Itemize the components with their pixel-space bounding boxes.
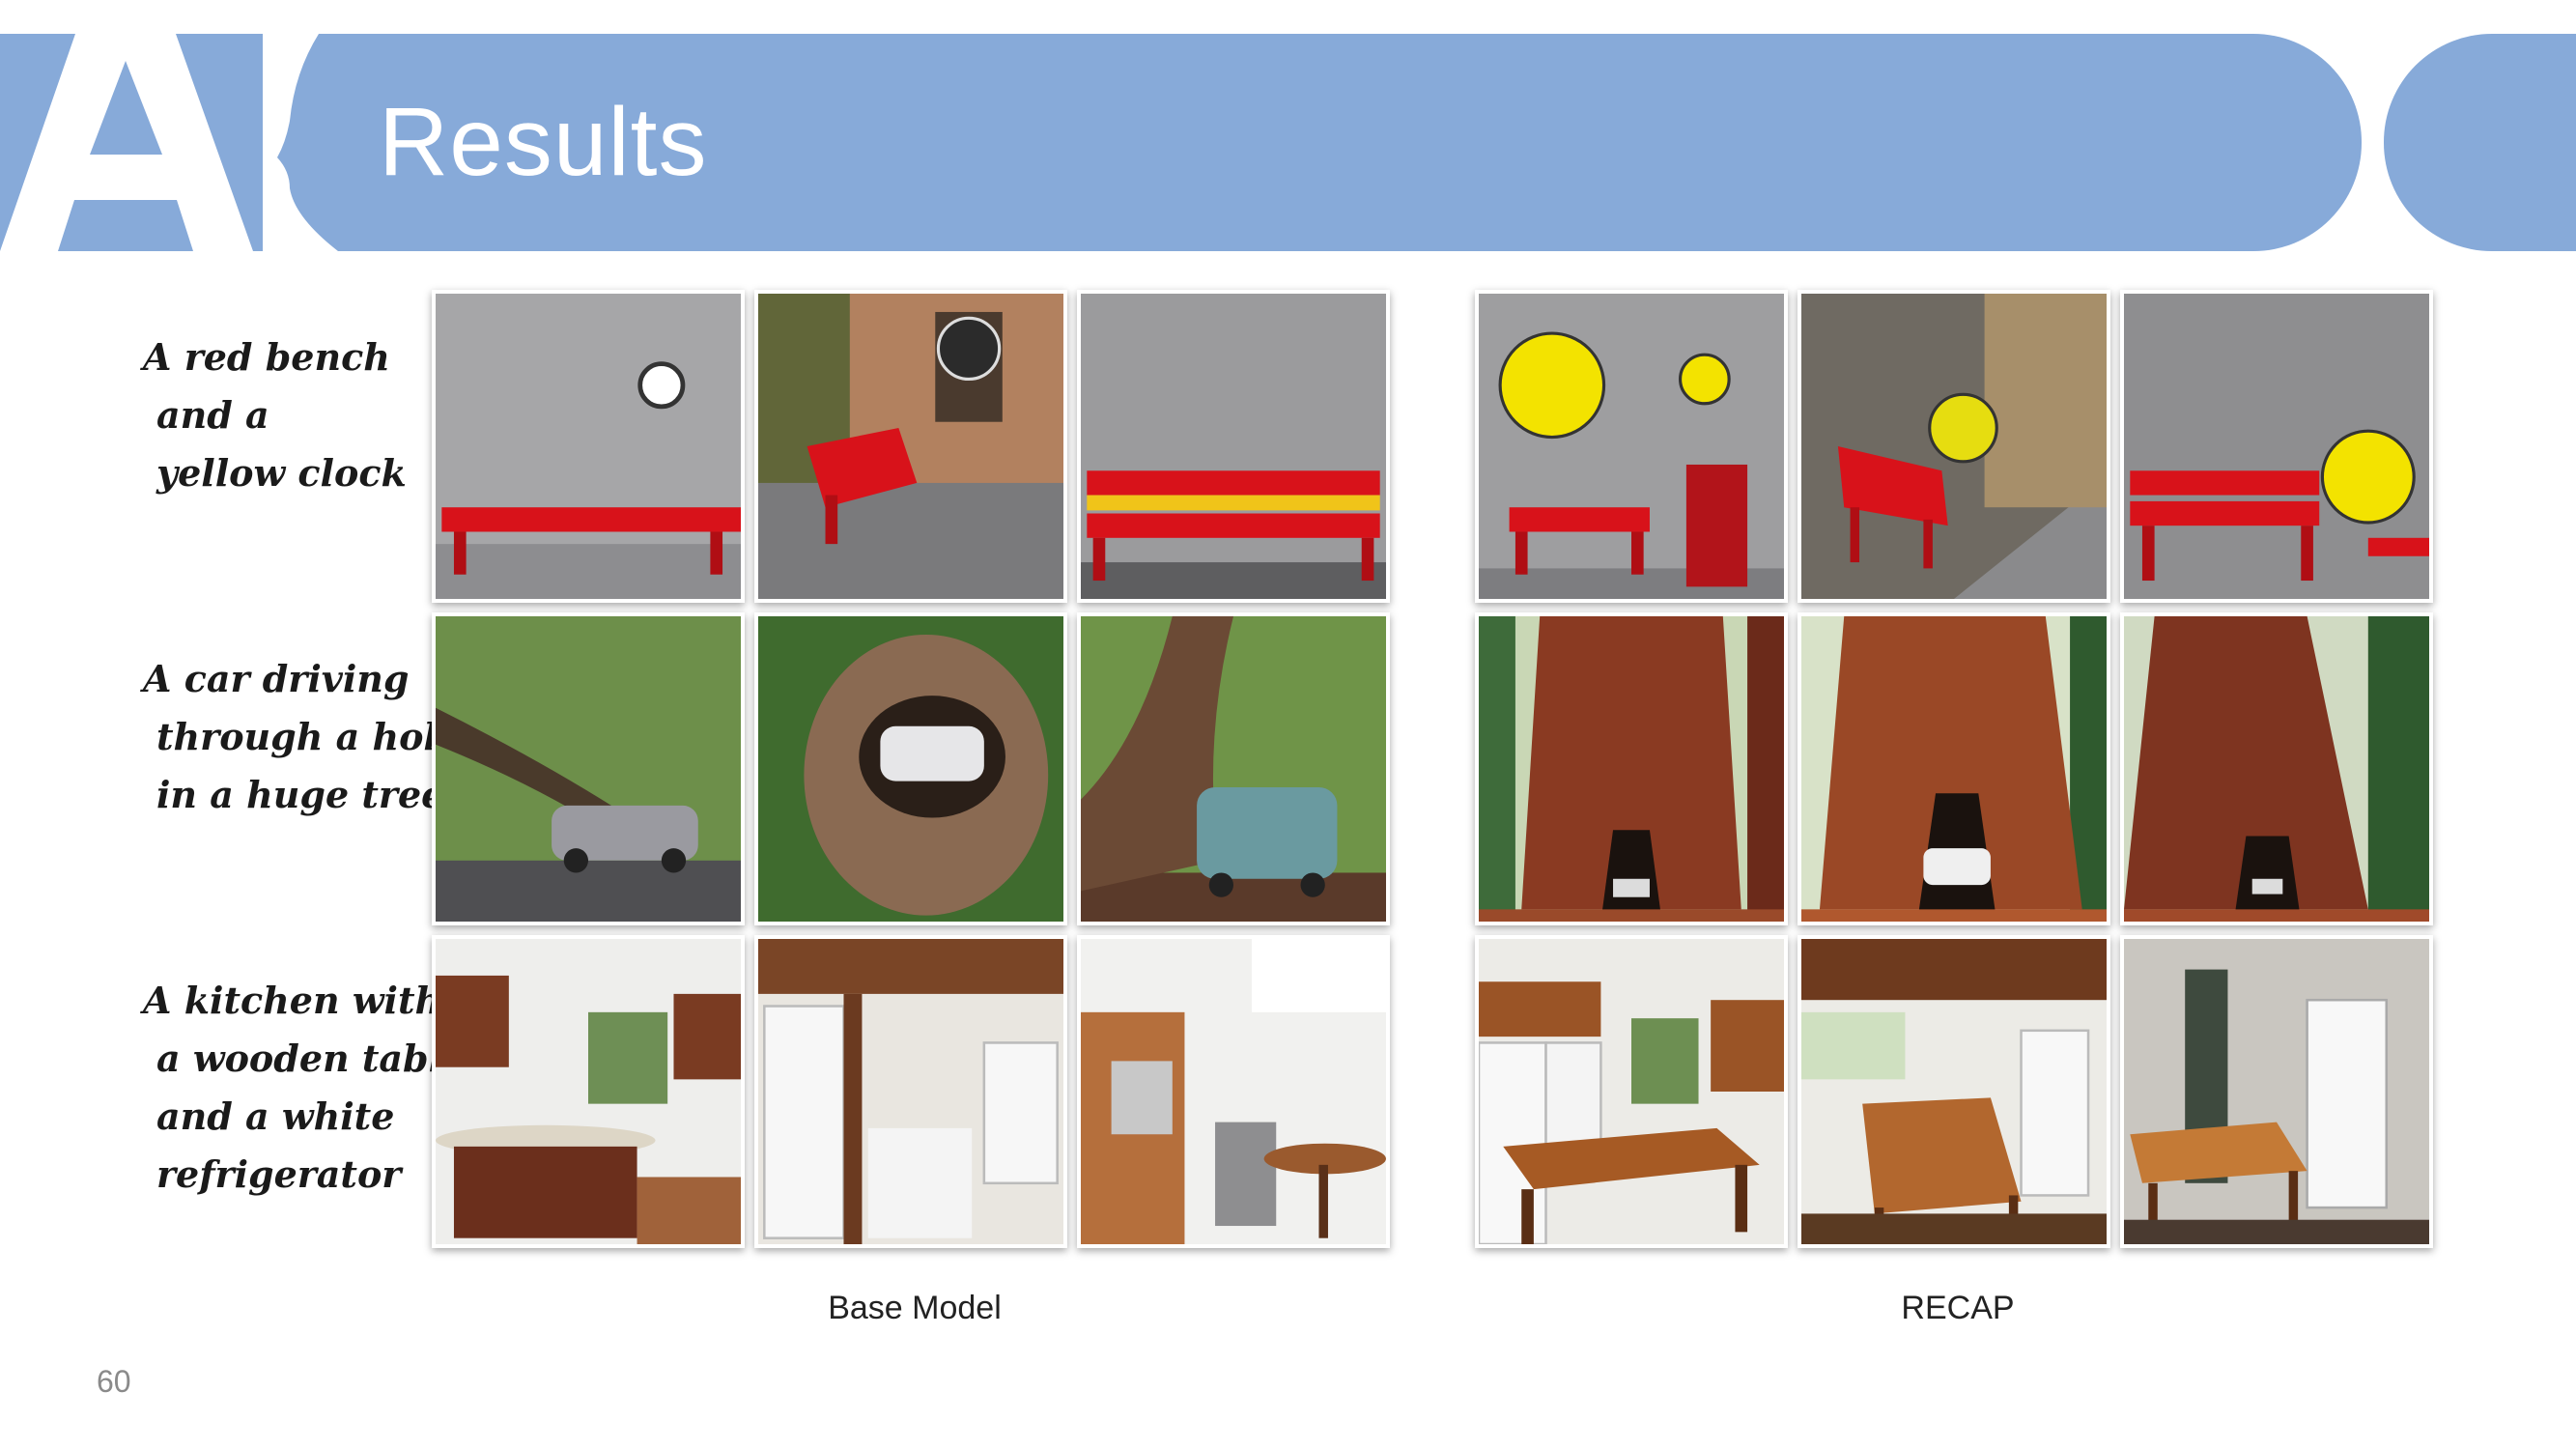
prompt-line: A kitchen with xyxy=(143,979,442,1022)
recap-image-bench-1 xyxy=(1475,290,1788,603)
recap-image-bench-3 xyxy=(2120,290,2433,603)
title-bar-cap xyxy=(2384,34,2576,251)
base-image-car-2 xyxy=(754,612,1067,925)
prompt-line: refrigerator xyxy=(156,1152,402,1196)
base-image-car-1 xyxy=(432,612,745,925)
recap-image-kitchen-2 xyxy=(1798,935,2110,1248)
prompt-line: in a huge tree xyxy=(156,773,445,816)
slide-title: Results xyxy=(379,88,708,196)
prompt-line: yellow clock xyxy=(156,451,407,495)
recap-image-kitchen-1 xyxy=(1475,935,1788,1248)
caption-base-model: Base Model xyxy=(828,1290,1002,1326)
base-image-kitchen-2 xyxy=(754,935,1067,1248)
base-model-grid xyxy=(432,290,1390,1248)
base-image-bench-2 xyxy=(754,290,1067,603)
prompt-bench: A red bench and a yellow clock xyxy=(143,328,407,502)
title-bar xyxy=(0,34,2362,251)
base-image-bench-1 xyxy=(432,290,745,603)
recap-image-car-3 xyxy=(2120,612,2433,925)
prompt-line: a wooden table xyxy=(156,1037,467,1080)
base-image-kitchen-3 xyxy=(1077,935,1390,1248)
recap-image-car-1 xyxy=(1475,612,1788,925)
base-image-kitchen-1 xyxy=(432,935,745,1248)
prompt-kitchen: A kitchen with a wooden table and a whit… xyxy=(143,972,466,1204)
prompt-line: through a hole xyxy=(156,715,462,758)
recap-grid xyxy=(1475,290,2433,1248)
recap-image-car-2 xyxy=(1798,612,2110,925)
page-number: 60 xyxy=(97,1364,131,1399)
prompt-line: A red bench xyxy=(143,335,390,379)
base-image-bench-3 xyxy=(1077,290,1390,603)
ai-logo xyxy=(0,34,348,251)
prompt-line: and a white xyxy=(156,1094,395,1138)
base-image-car-3 xyxy=(1077,612,1390,925)
prompt-car: A car driving through a hole in a huge t… xyxy=(143,650,461,824)
recap-image-bench-2 xyxy=(1798,290,2110,603)
prompt-line: A car driving xyxy=(143,657,410,700)
prompt-line: and a xyxy=(156,393,269,437)
recap-image-kitchen-3 xyxy=(2120,935,2433,1248)
caption-recap: RECAP xyxy=(1901,1290,2015,1326)
